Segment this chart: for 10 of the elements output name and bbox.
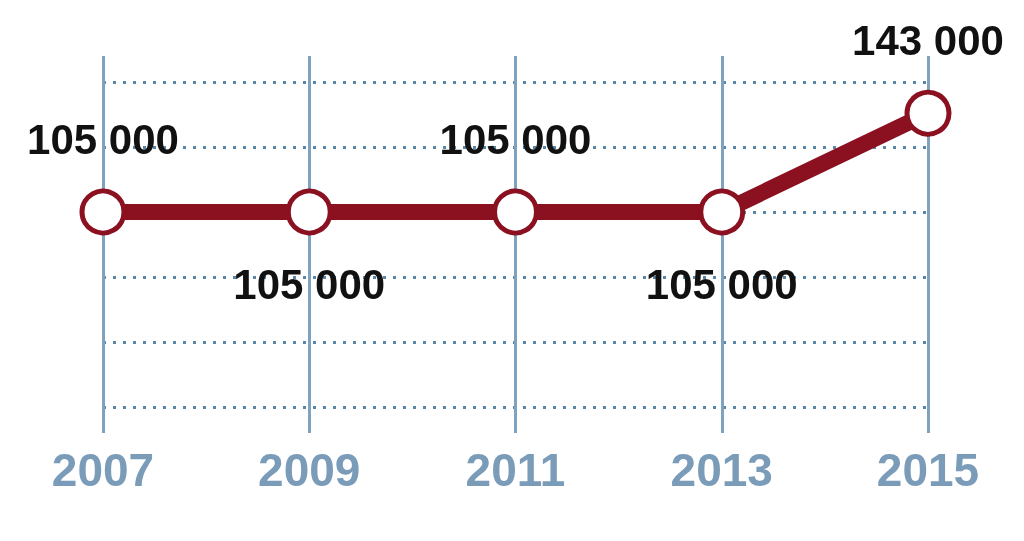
- x-tick-label: 2015: [876, 444, 980, 496]
- x-tick-label: 2011: [465, 444, 566, 496]
- data-label: 143 000: [852, 17, 1004, 65]
- data-label: 105 000: [27, 116, 179, 163]
- x-tick-label: 2007: [51, 444, 155, 496]
- data-label: 105 000: [645, 261, 798, 308]
- x-tick-label: 2009: [258, 444, 361, 496]
- data-label: 105 000: [439, 116, 592, 163]
- x-tick-label: 2013: [670, 444, 773, 496]
- data-label: 105 000: [233, 261, 386, 308]
